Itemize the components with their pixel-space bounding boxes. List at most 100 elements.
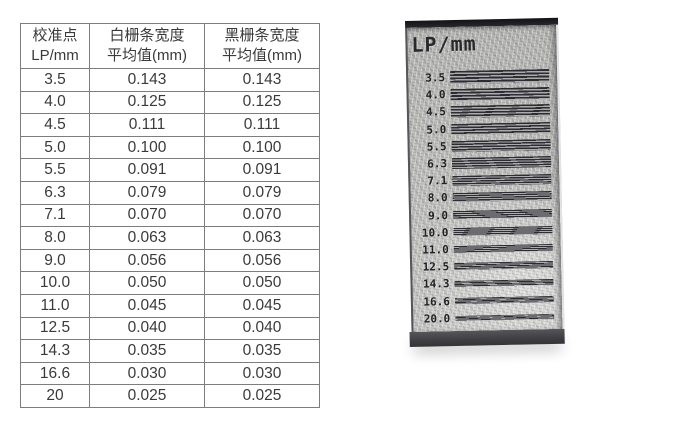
line-pair-group [455, 313, 555, 321]
calibration-table-header: 校准点 LP/mm 白栅条宽度 平均值(mm) 黑栅条宽度 平均值(mm) [20, 23, 320, 69]
table-row: 5.5 0.091 0.091 [20, 158, 320, 182]
plate-row-label: 5.0 [426, 122, 447, 137]
line-pair-group [454, 296, 554, 304]
table-cell: 0.040 [204, 316, 320, 341]
plate-row-label: 9.0 [428, 208, 449, 223]
lp-test-plate-photo: LP/mm 3.5 4.0 4.5 5.0 5.5 6.3 7.1 8.0 9.0 10.0 11.… [405, 17, 565, 347]
column-header: 白栅条宽度 平均值(mm) [89, 23, 205, 69]
table-cell: 0.040 [89, 316, 205, 341]
plate-row-label: 11.0 [422, 243, 449, 257]
table-row: 10.0 0.050 0.050 [20, 271, 320, 295]
table-row: 6.3 0.079 0.079 [20, 180, 320, 205]
table-cell: 0.056 [89, 248, 205, 273]
table-cell: 0.070 [89, 203, 205, 228]
plate-row-label: 3.5 [425, 71, 446, 85]
table-cell: 0.030 [204, 361, 320, 386]
table-cell: 0.125 [204, 90, 320, 115]
table-row: 7.1 0.070 0.070 [20, 203, 320, 228]
plate-row-label: 5.5 [426, 140, 447, 154]
table-cell: 16.6 [20, 361, 90, 386]
table-row: 12.5 0.040 0.040 [20, 316, 320, 341]
line-pair-group [454, 278, 554, 287]
header-row: 校准点 LP/mm 白栅条宽度 平均值(mm) 黑栅条宽度 平均值(mm) [20, 23, 320, 69]
table-cell: 0.025 [89, 384, 205, 408]
line-pair-group [452, 173, 552, 186]
calibration-table: 校准点 LP/mm 白栅条宽度 平均值(mm) 黑栅条宽度 平均值(mm) 3.5 0… [20, 23, 320, 408]
table-row: 11.0 0.045 0.045 [20, 293, 320, 318]
table-cell: 0.063 [89, 226, 205, 250]
table-cell: 20 [20, 384, 90, 408]
table-cell: 0.125 [89, 90, 205, 115]
table-cell: 0.111 [204, 113, 320, 137]
calibration-table-body: 3.5 0.143 0.143 4.0 0.125 0.125 4.5 0.111 0.111 5… [20, 68, 320, 408]
line-pair-group [453, 243, 553, 254]
table-row: 9.0 0.056 0.056 [20, 248, 320, 273]
plate-row-label: 8.0 [427, 191, 448, 205]
line-pair-group [451, 138, 551, 152]
table-cell: 0.063 [204, 226, 320, 250]
table-row: 14.3 0.035 0.035 [20, 339, 320, 363]
line-pair-group [450, 69, 550, 85]
line-pair-group [452, 208, 553, 220]
line-pair-group [454, 261, 554, 271]
table-cell: 12.5 [20, 316, 90, 341]
table-cell: 0.045 [89, 293, 205, 318]
table-cell: 10.0 [20, 271, 90, 295]
table-cell: 0.091 [89, 158, 205, 182]
table-row: 4.0 0.125 0.125 [20, 90, 320, 115]
plate-row-label: 16.6 [423, 294, 451, 309]
table-cell: 0.030 [89, 361, 205, 386]
table-cell: 0.100 [204, 135, 320, 160]
table-cell: 0.025 [204, 384, 320, 408]
plate-row-label: 14.3 [422, 277, 450, 292]
plate-row-label: 10.0 [421, 225, 449, 240]
table-cell: 8.0 [20, 226, 90, 250]
table-row: 3.5 0.143 0.143 [20, 68, 320, 92]
table-row: 20 0.025 0.025 [20, 384, 320, 408]
table-cell: 5.0 [20, 135, 90, 160]
table-row: 4.5 0.111 0.111 [20, 113, 320, 137]
plate-line-groups: 3.5 4.0 4.5 5.0 5.5 6.3 7.1 8.0 9.0 10.0 11.0 12.5 1… [412, 67, 555, 328]
table-cell: 0.056 [204, 248, 320, 273]
line-pair-group [453, 226, 553, 237]
table-cell: 6.3 [20, 180, 90, 205]
line-pair-group [451, 156, 552, 169]
table-row: 8.0 0.063 0.063 [20, 226, 320, 250]
table-row: 16.6 0.030 0.030 [20, 361, 320, 386]
table-cell: 0.143 [89, 68, 205, 92]
table-cell: 0.045 [204, 293, 320, 318]
table-cell: 0.050 [204, 271, 320, 295]
table-cell: 0.035 [89, 339, 205, 363]
plate-row-label: 7.1 [427, 174, 448, 188]
plate-row-label: 6.3 [426, 157, 448, 171]
table-cell: 0.079 [89, 180, 205, 205]
table-cell: 0.111 [89, 113, 205, 137]
plate-row-label: 12.5 [422, 260, 450, 274]
table-cell: 9.0 [20, 248, 90, 273]
plate-face: LP/mm 3.5 4.0 4.5 5.0 5.5 6.3 7.1 8.0 9.0 10.0 11.… [405, 24, 565, 332]
line-pair-group [450, 104, 551, 118]
table-cell: 4.5 [20, 113, 90, 137]
table-cell: 0.079 [204, 180, 320, 205]
table-cell: 3.5 [20, 68, 90, 92]
table-cell: 0.050 [89, 271, 205, 295]
table-cell: 5.5 [20, 158, 90, 182]
table-cell: 11.0 [20, 293, 90, 318]
table-cell: 4.0 [20, 90, 90, 115]
table-cell: 0.070 [204, 203, 320, 228]
table-cell: 0.100 [89, 135, 205, 160]
table-cell: 0.035 [204, 339, 320, 363]
table-row: 5.0 0.100 0.100 [20, 135, 320, 160]
column-header: 黑栅条宽度 平均值(mm) [204, 23, 320, 69]
column-header: 校准点 LP/mm [20, 23, 90, 69]
plate-row: 20.0 [417, 308, 555, 328]
plate-title: LP/mm [411, 31, 477, 57]
line-pair-group [450, 86, 550, 102]
table-cell: 0.091 [204, 158, 320, 182]
table-cell: 0.143 [204, 68, 320, 92]
table-cell: 7.1 [20, 203, 90, 228]
plate-row-label: 20.0 [423, 311, 451, 326]
plate-row-label: 4.5 [425, 105, 447, 120]
table-cell: 14.3 [20, 339, 90, 363]
